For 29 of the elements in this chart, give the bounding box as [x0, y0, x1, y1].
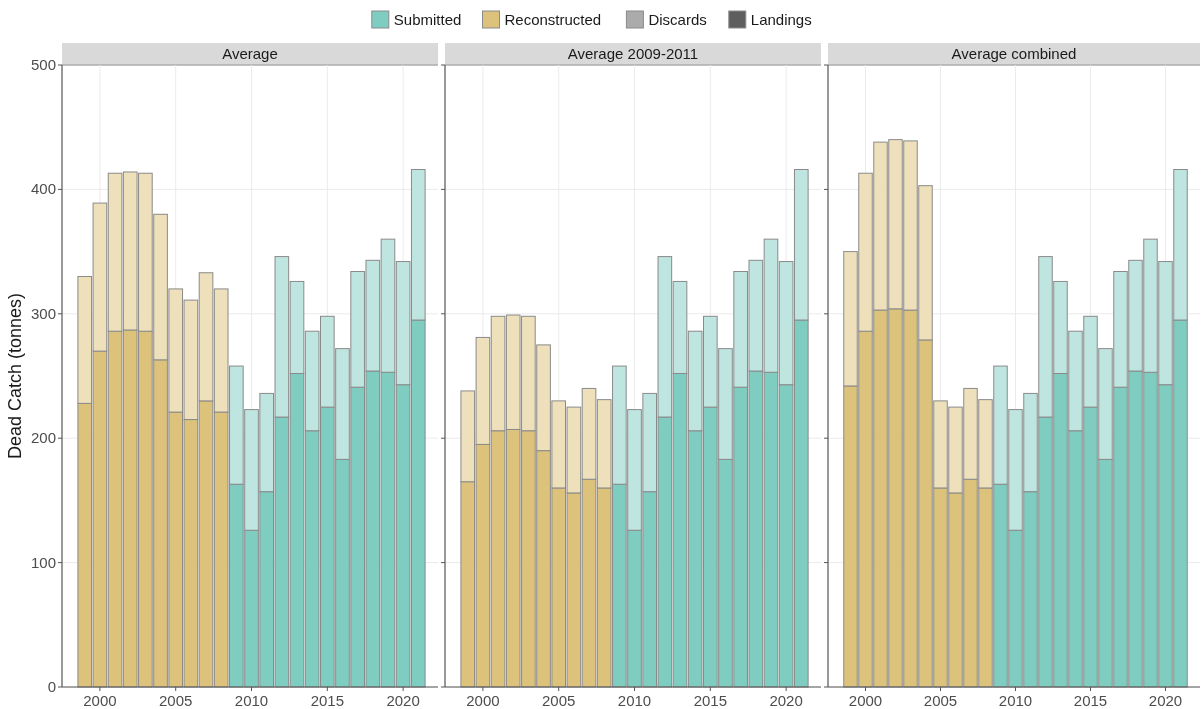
x-tick-label: 2015 — [1073, 692, 1108, 709]
y-tick-label: 0 — [47, 678, 56, 695]
x-tick-label: 2000 — [848, 692, 883, 709]
x-tick-label: 2015 — [310, 692, 345, 709]
y-tick-label: 500 — [30, 56, 56, 73]
chart-title: Average — [222, 45, 278, 62]
x-tick-label: 2000 — [83, 692, 117, 709]
y-tick-label: 100 — [30, 553, 56, 571]
chart-title: Average 2009-2011 — [567, 45, 699, 62]
x-tick-label: 2005 — [923, 692, 958, 709]
x-tick-label: 2010 — [998, 692, 1033, 709]
chart-title: Average combined — [951, 45, 1077, 62]
x-tick-label: 2020 — [1148, 692, 1183, 709]
legend-label: Submitted — [393, 11, 462, 28]
y-axis-title: Dead Catch (tonnes) — [5, 292, 25, 460]
x-tick-label: 2010 — [617, 692, 652, 709]
x-tick-label: 2020 — [386, 692, 420, 709]
text: Discards — [648, 11, 707, 28]
x-tick-label: 2000 — [466, 692, 500, 709]
x-tick-label: 2005 — [159, 692, 193, 709]
x-tick-label: 2010 — [234, 692, 269, 709]
y-tick-label: 200 — [30, 429, 56, 447]
legend-label: Reconstructed — [504, 11, 602, 28]
y-tick-label: 400 — [30, 180, 56, 198]
x-tick-label: 2020 — [769, 692, 803, 709]
text: Landings — [750, 11, 812, 28]
x-tick-label: 2005 — [542, 692, 576, 709]
y-tick-label: 300 — [30, 304, 56, 322]
x-tick-label: 2015 — [693, 692, 728, 709]
